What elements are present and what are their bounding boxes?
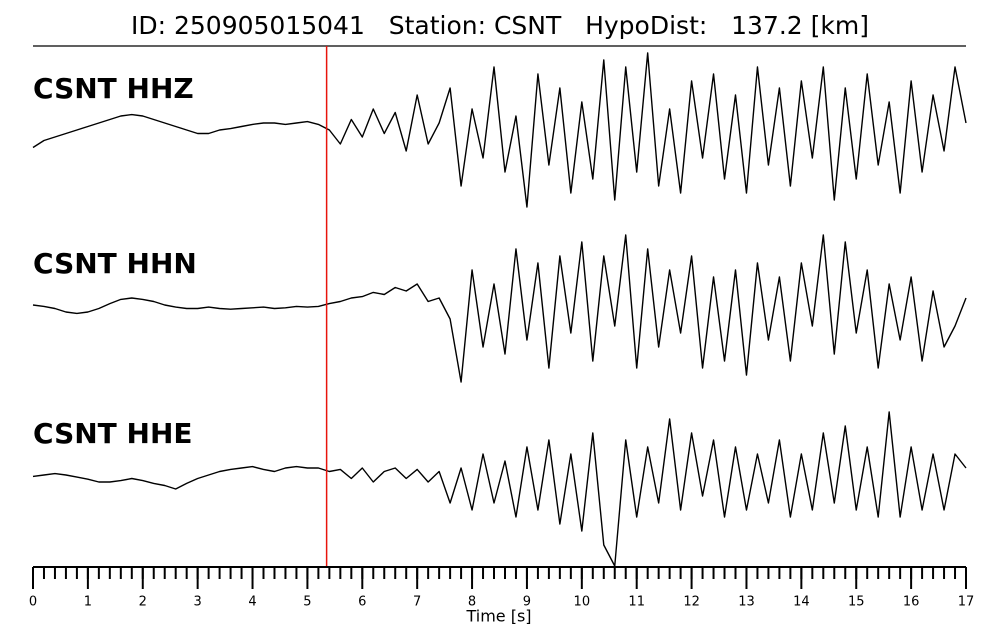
x-tick-label: 12	[683, 595, 700, 610]
trace-label: CSNT HHZ	[33, 72, 194, 105]
trace-label: CSNT HHE	[33, 417, 193, 450]
x-tick-label: 17	[958, 595, 975, 610]
x-axis-label: Time [s]	[465, 607, 531, 626]
waveform	[32, 234, 967, 383]
x-tick-label: 16	[903, 595, 920, 610]
x-tick-label: 1	[84, 595, 92, 610]
x-tick-label: 13	[738, 595, 755, 610]
x-tick-label: 15	[848, 595, 865, 610]
trace-label: CSNT HHN	[33, 247, 197, 280]
x-tick-label: 9	[523, 595, 531, 610]
x-tick-label: 2	[139, 595, 147, 610]
x-tick-label: 14	[793, 595, 810, 610]
x-tick-label: 11	[628, 595, 645, 610]
x-tick-label: 7	[413, 595, 421, 610]
x-tick-label: 8	[468, 595, 476, 610]
waveform	[32, 52, 967, 208]
x-tick-label: 5	[303, 595, 311, 610]
x-tick-label: 3	[194, 595, 202, 610]
x-tick-label: 0	[29, 595, 37, 610]
chart-title: ID: 250905015041 Station: CSNT HypoDist:…	[131, 11, 869, 40]
waveform	[32, 411, 967, 567]
x-tick-label: 4	[248, 595, 256, 610]
x-tick-label: 10	[574, 595, 591, 610]
x-tick-label: 6	[358, 595, 366, 610]
